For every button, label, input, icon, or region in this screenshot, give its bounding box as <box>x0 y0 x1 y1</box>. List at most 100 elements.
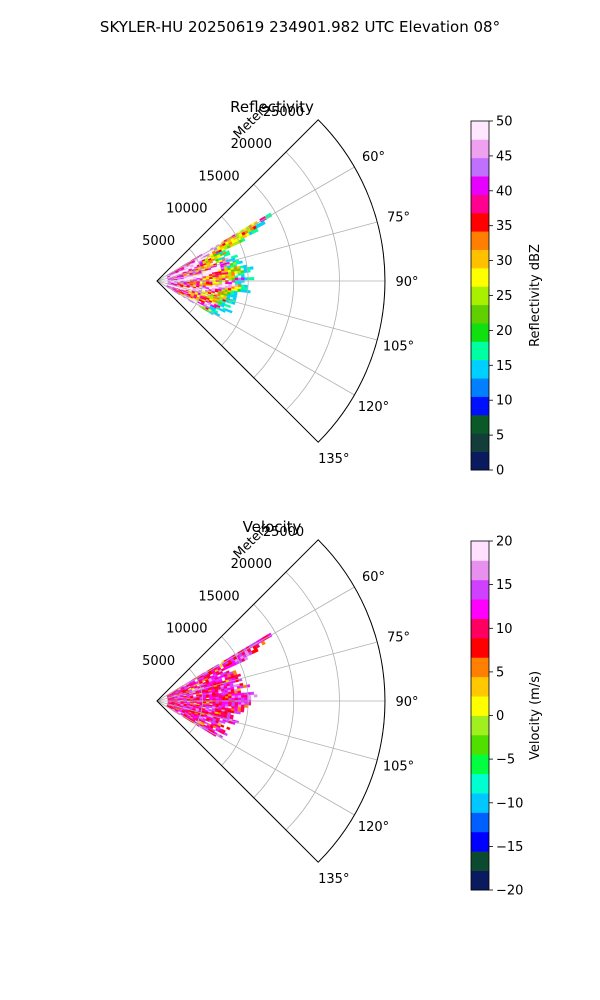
azimuth-tick-label: 75° <box>387 630 410 645</box>
data-cell <box>228 275 232 279</box>
data-cell <box>250 277 255 281</box>
data-cell <box>209 260 214 264</box>
data-cell <box>233 254 238 258</box>
data-cell <box>212 698 216 701</box>
colorbar-swatch <box>471 121 489 140</box>
range-tick-label: 10000 <box>166 622 207 637</box>
colorbar-swatch <box>471 267 489 287</box>
azimuth-tick-label: 120° <box>358 820 389 835</box>
colorbar-tick-label: −20 <box>496 884 523 899</box>
data-cell <box>209 281 213 284</box>
colorbar-tick-label: 0 <box>496 709 504 724</box>
range-tick-label: 20000 <box>231 137 272 152</box>
reflectivity-panel: Reflectivity 500010000150002000025000Met… <box>142 98 543 479</box>
data-cell <box>234 702 239 705</box>
azimuth-gridline <box>156 700 355 816</box>
data-cell <box>196 699 201 701</box>
colorbar-swatch <box>471 676 489 697</box>
data-cell <box>243 289 248 293</box>
data-cell <box>186 699 191 701</box>
data-cell <box>221 720 226 724</box>
colorbar-swatch <box>471 212 489 232</box>
colorbar-swatch <box>471 754 489 775</box>
colorbar-swatch <box>471 249 489 269</box>
data-cell <box>244 697 248 701</box>
colorbar-swatch <box>471 657 489 678</box>
azimuth-tick-label: 90° <box>395 695 418 710</box>
colorbar-tick-label: 20 <box>496 535 513 550</box>
colorbar-swatch <box>471 793 489 813</box>
colorbar-swatch <box>471 599 489 619</box>
data-cell <box>237 690 242 694</box>
sector-frame <box>156 539 386 863</box>
data-cell <box>244 692 248 696</box>
colorbar-tick-label: 40 <box>496 184 513 199</box>
azimuth-tick-label: 105° <box>383 340 414 355</box>
figure-title: SKYLER-HU 20250619 234901.982 UTC Elevat… <box>100 18 500 36</box>
data-cell <box>234 270 238 274</box>
colorbar-swatch <box>471 851 489 872</box>
data-cell <box>225 696 229 699</box>
range-tick-label: 5000 <box>142 654 175 669</box>
data-cell <box>237 702 242 705</box>
colorbar-swatch <box>471 139 489 159</box>
colorbar-tick-label: −10 <box>496 796 523 811</box>
data-cell <box>237 277 242 281</box>
data-cell <box>243 656 249 661</box>
velocity-data-field <box>166 632 273 739</box>
data-cell <box>231 697 236 701</box>
data-cell <box>231 721 236 725</box>
data-cell <box>243 269 248 273</box>
data-cell <box>240 284 245 288</box>
data-cell <box>193 699 197 701</box>
colorbar-tick-label: 30 <box>496 254 513 269</box>
data-cell <box>228 309 233 314</box>
azimuth-gridline <box>156 641 378 702</box>
colorbar-tick-label: 20 <box>496 324 513 339</box>
data-cell <box>238 260 243 264</box>
data-cell <box>244 704 248 708</box>
colorbar-label: Velocity (m/s) <box>528 671 543 760</box>
data-cell <box>180 282 184 284</box>
colorbar-label: Reflectivity dBZ <box>528 244 543 347</box>
range-tick-label: 15000 <box>198 589 239 604</box>
data-cell <box>241 697 245 701</box>
data-cell <box>228 695 232 699</box>
data-cell <box>234 695 239 699</box>
data-cell <box>202 698 207 701</box>
data-cell <box>244 284 248 288</box>
data-cell <box>177 281 181 283</box>
azimuth-gridline <box>156 280 355 396</box>
data-cell <box>215 698 220 701</box>
data-cell <box>218 278 223 281</box>
data-cell <box>260 220 266 226</box>
data-cell <box>250 691 255 695</box>
data-cell <box>217 689 222 692</box>
data-cell <box>218 698 223 701</box>
azimuth-tick-label: 60° <box>362 570 385 585</box>
data-cell <box>215 701 220 704</box>
data-cell <box>202 278 207 281</box>
colorbar-tick-label: 10 <box>496 622 513 637</box>
velocity-panel: Velocity 500010000150002000025000Meters6… <box>142 518 543 899</box>
reflectivity-colorbar: 0 5 10 15 20 25 30 35 40 45 50 Reflectivity dBZ <box>470 115 543 479</box>
data-cell <box>180 703 184 705</box>
azimuth-tick-label: 75° <box>387 210 410 225</box>
colorbar-tick-label: 5 <box>496 429 504 444</box>
data-cell <box>228 704 232 707</box>
data-cell <box>224 274 229 277</box>
data-cell <box>240 272 245 276</box>
reflectivity-data-field <box>166 212 273 317</box>
data-cell <box>244 694 248 698</box>
data-cell <box>241 275 245 278</box>
data-cell <box>234 697 239 701</box>
data-cell <box>221 309 226 313</box>
data-cell <box>240 289 245 293</box>
data-cell <box>234 704 239 708</box>
data-cell <box>225 698 229 701</box>
data-cell <box>221 281 226 285</box>
data-cell <box>214 290 219 293</box>
colorbar-swatch <box>471 451 489 471</box>
data-cell <box>193 701 197 703</box>
